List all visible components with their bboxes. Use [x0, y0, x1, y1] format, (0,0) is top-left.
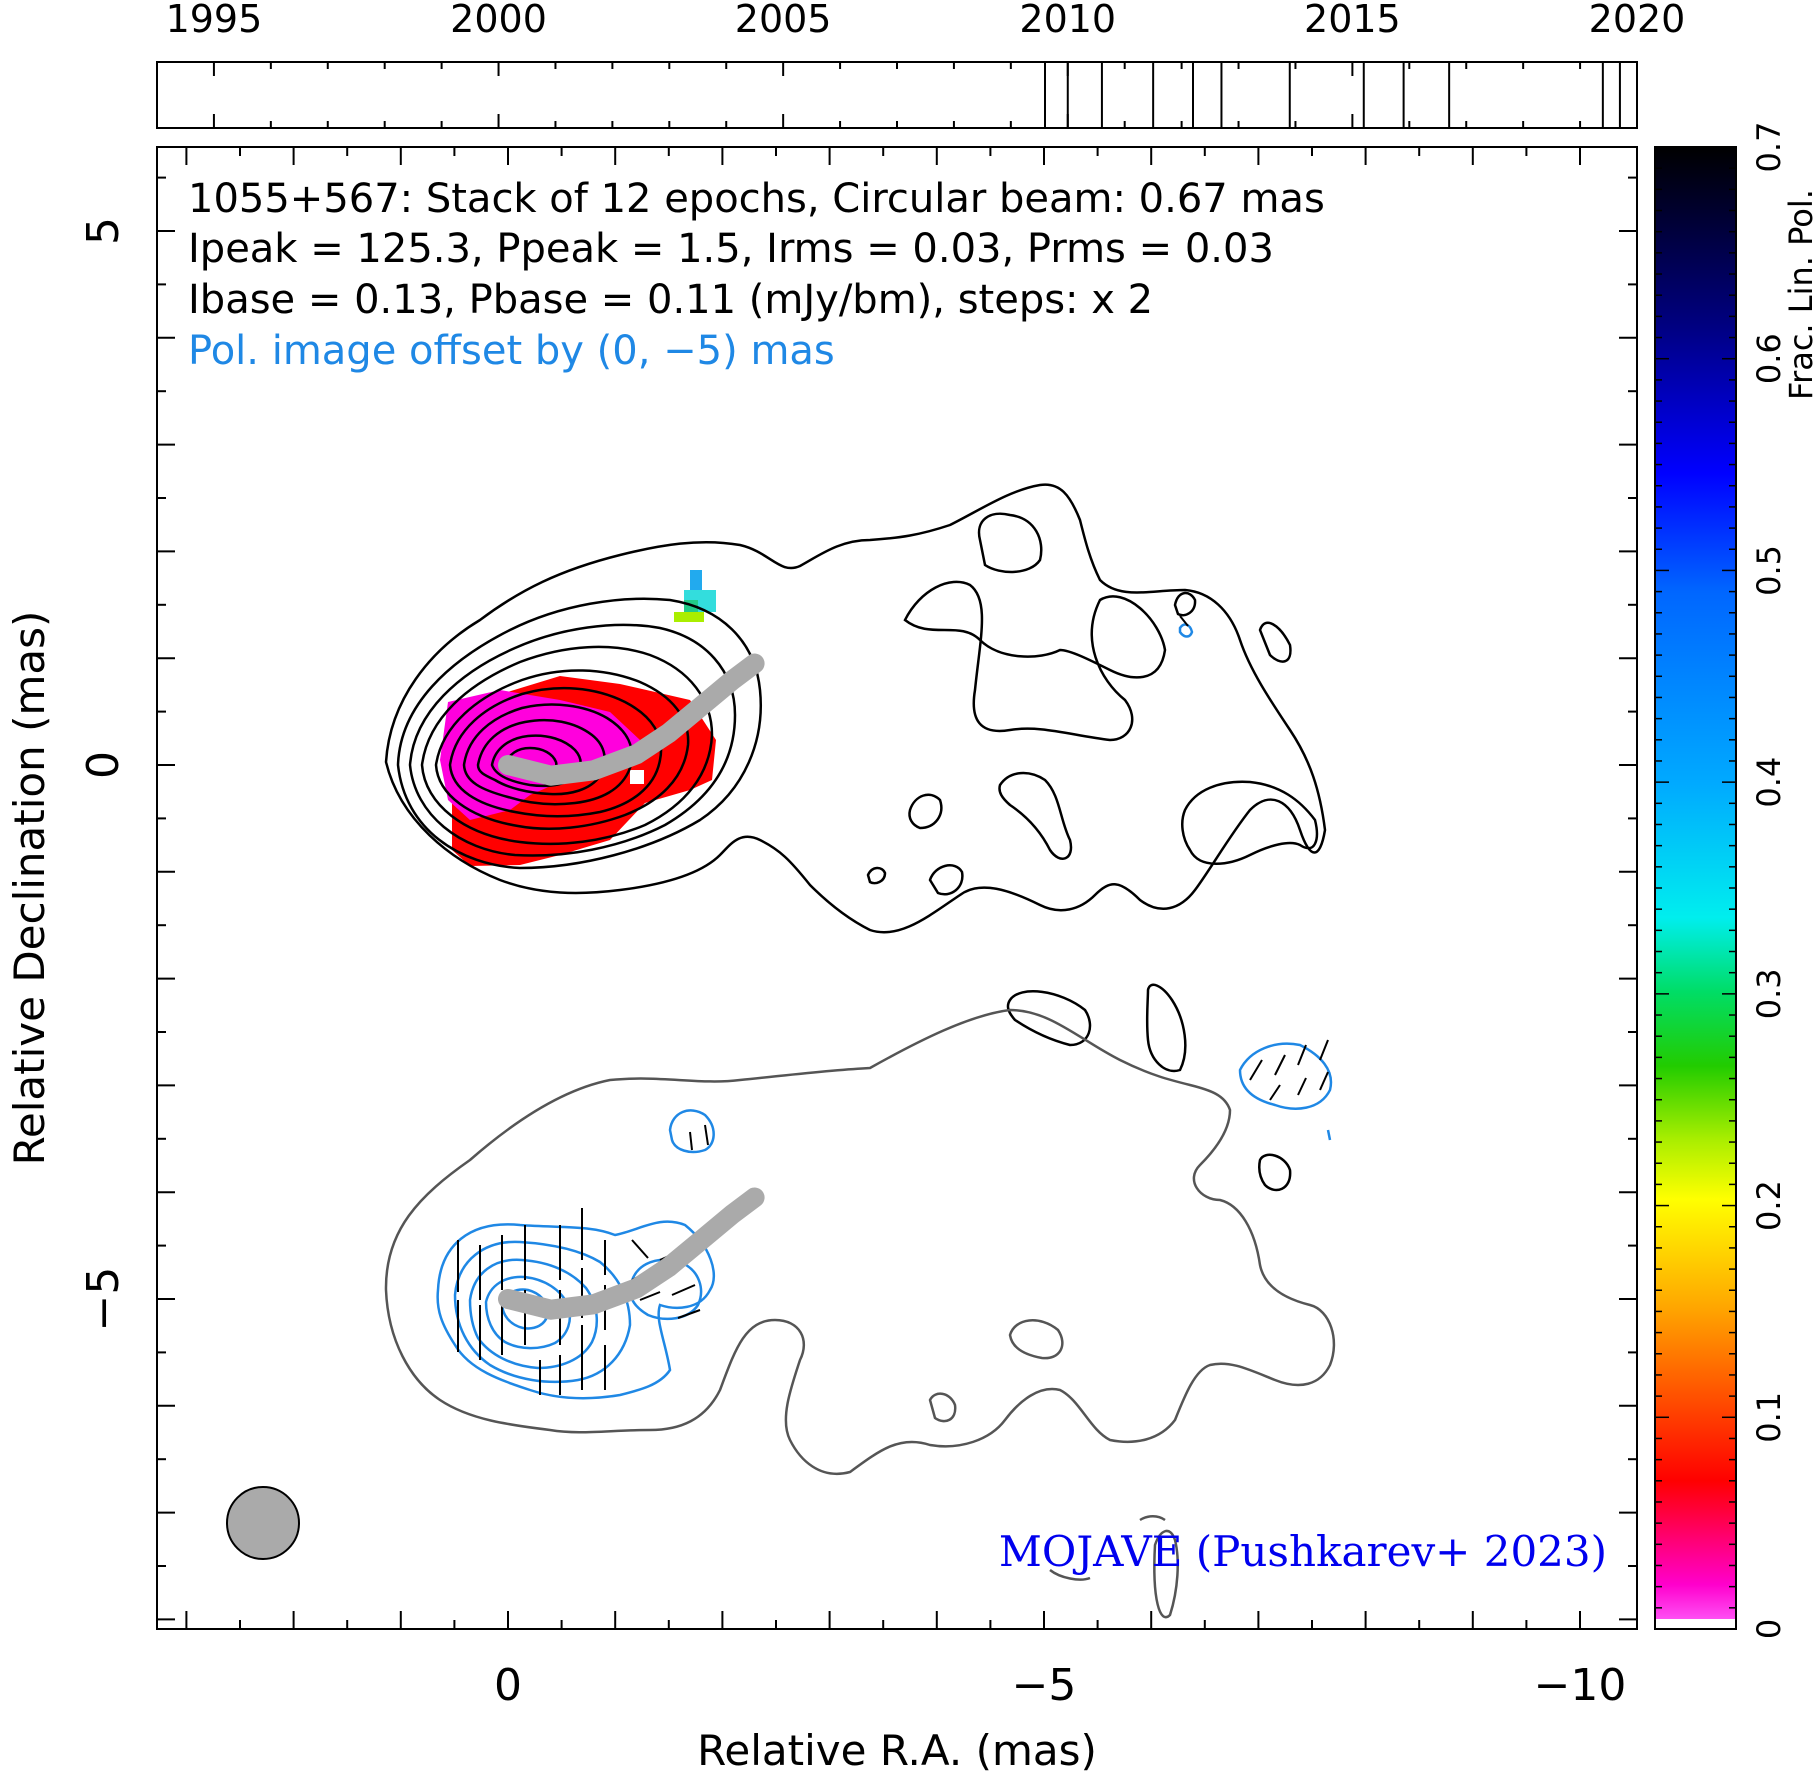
pol-contours: [436, 623, 1333, 1400]
pol-total-contour-island-c: [1153, 1529, 1179, 1619]
colorbar-tick-label: 0.6: [1750, 333, 1788, 384]
evpa-tick: [677, 1309, 701, 1319]
intensity-contour-island-c: [1173, 591, 1197, 617]
intensity-contour-3: [408, 623, 737, 857]
frac-pol-white-gap: [630, 770, 644, 784]
header-line-1: 1055+567: Stack of 12 epochs, Circular b…: [188, 176, 1325, 222]
x-tick-label: 0: [494, 1660, 522, 1711]
header-line-3: Ibase = 0.13, Pbase = 0.11 (mJy/bm), ste…: [188, 277, 1153, 323]
frac-pol-blue-pixel: [690, 570, 702, 590]
pol-contour-2: [453, 1240, 632, 1384]
intensity-contours: [384, 483, 1327, 1192]
evpa-tick: [1179, 615, 1189, 627]
colorbar-tick-label: 0.4: [1750, 757, 1788, 808]
y-axis-label: Relative Declination (mas): [5, 611, 54, 1166]
evpa-tick: [1319, 1039, 1329, 1061]
y-tick-label: 0: [78, 751, 129, 779]
pol-total-contour-island-b: [928, 1392, 957, 1423]
timeline-year-label: 1995: [166, 0, 263, 41]
ridge-lines: [498, 653, 765, 1320]
intensity-contour-island-e: [998, 771, 1073, 860]
pol-total-contour-island-d: [1049, 1515, 1166, 1581]
pol-total-contour: [384, 1008, 1336, 1619]
intensity-contour-island-g: [928, 864, 964, 896]
evpa-tick: [1319, 1071, 1329, 1091]
colorbar-ticks: [1655, 146, 1736, 1630]
intensity-contour-island-a: [977, 512, 1043, 574]
pol-contour-10: [1326, 1129, 1332, 1141]
credit-text: MOJAVE (Pushkarev+ 2023): [999, 1527, 1607, 1576]
pol-contour-8: [1238, 1042, 1333, 1110]
intensity-contour-lower-island-a: [1006, 990, 1092, 1047]
evpa-tick: [1297, 1077, 1307, 1096]
x-tick-labels: 0 −5 −10: [494, 1660, 1626, 1711]
evpa-tick: [704, 1124, 709, 1146]
colorbar-white-base: [1655, 1619, 1736, 1629]
axis-ticks: [157, 147, 1637, 1629]
evpa-tick: [631, 1239, 649, 1259]
colorbar-tick-label: 0: [1750, 1619, 1788, 1639]
x-tick-label: −5: [1012, 1660, 1077, 1711]
timeline-year-label: 2015: [1304, 0, 1401, 41]
timeline-epochs: [1044, 62, 1621, 128]
intensity-contour-2: [396, 597, 762, 870]
colorbar-gradient: [1655, 147, 1736, 1629]
pol-total-contour-outer: [384, 1008, 1336, 1475]
colorbar-tick-label: 0.7: [1750, 122, 1788, 173]
intensity-contour-lower-island-b: [1145, 983, 1187, 1073]
pol-contour-1: [436, 1220, 715, 1400]
intensity-contour-lower-island-c: [1257, 1153, 1292, 1192]
colorbar-tick-label: 0.5: [1750, 545, 1788, 596]
colorbar-title: Frac. Lin. Pol.: [1782, 189, 1819, 400]
x-tick-label: −10: [1534, 1660, 1627, 1711]
ridge-line-lower: [498, 1187, 765, 1320]
colorbar-tick-label: 0.1: [1750, 1392, 1788, 1443]
evpa-tick: [671, 1284, 696, 1296]
timeline: 1995 2000 2005 2010 2015 2020: [156, 0, 1686, 129]
colorbar-labels: 0 0.1 0.2 0.3 0.4 0.5 0.6 0.7: [1750, 122, 1788, 1640]
y-tick-label: −5: [78, 1267, 129, 1332]
timeline-year-label: 2005: [735, 0, 832, 41]
colorbar-tick-label: 0.2: [1750, 1180, 1788, 1231]
intensity-contour-island-h: [866, 866, 887, 885]
y-tick-labels: 5 0 −5: [78, 217, 129, 1331]
ridge-line-upper: [498, 653, 765, 786]
pol-contour-6: [628, 1258, 703, 1321]
beam-ellipse: [226, 1486, 300, 1560]
evpa-tick: [1297, 1044, 1307, 1066]
intensity-contour-outer: [384, 483, 1327, 934]
intensity-contour-island-d: [1258, 621, 1292, 663]
intensity-contour-4: [420, 645, 714, 846]
timeline-year-label: 2010: [1019, 0, 1116, 41]
header-text: 1055+567: Stack of 12 epochs, Circular b…: [188, 176, 1325, 374]
evpa-tick: [639, 1291, 661, 1301]
timeline-year-label: 2020: [1589, 0, 1686, 41]
pol-contour-9: [1178, 623, 1194, 638]
plot-frame: [156, 146, 1638, 1630]
evpa-tick: [689, 1131, 693, 1151]
intensity-contour-island-i: [1181, 780, 1319, 865]
pol-total-contour-island-a: [1008, 1319, 1064, 1360]
timeline-frame: [156, 61, 1638, 129]
frac-pol-green-pixel: [674, 612, 704, 622]
intensity-contour-5: [434, 669, 690, 830]
offset-note: Pol. image offset by (0, −5) mas: [188, 328, 835, 374]
timeline-year-label: 2000: [450, 0, 547, 41]
header-line-2: Ipeak = 125.3, Ppeak = 1.5, Irms = 0.03,…: [188, 226, 1274, 272]
intensity-contour-island-f: [908, 793, 943, 830]
pol-contour-3: [468, 1258, 599, 1370]
pol-contour-7: [668, 1109, 715, 1154]
evpa-tick: [1269, 1084, 1281, 1101]
timeline-ticks: [156, 62, 1638, 128]
colorbar: 0 0.1 0.2 0.3 0.4 0.5 0.6 0.7 Frac. Lin. Pol.: [1654, 122, 1819, 1640]
evpa-tick: [1249, 1059, 1263, 1081]
evpa-tick: [1274, 1054, 1286, 1076]
timeline-years: 1995 2000 2005 2010 2015 2020: [166, 0, 1686, 41]
y-tick-label: 5: [78, 217, 129, 245]
colorbar-tick-label: 0.3: [1750, 968, 1788, 1019]
x-axis-label: Relative R.A. (mas): [697, 1726, 1097, 1775]
intensity-contour-island-b: [903, 580, 1167, 742]
intensity-contour-6: [448, 686, 663, 818]
